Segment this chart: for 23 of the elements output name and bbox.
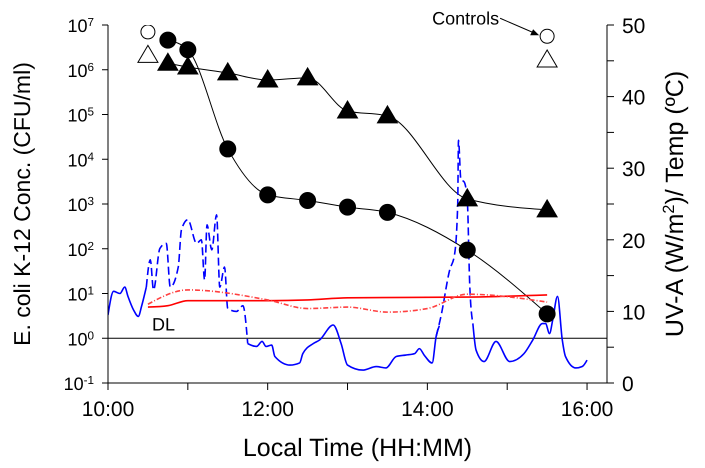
y-tick-label: 10$^{0}$ (67, 328, 94, 350)
y2-tick-label: 50 (622, 15, 646, 38)
y-tick-label: 10$^{4}$ (67, 150, 94, 170)
y2-tick-label: 0 (622, 373, 634, 396)
y2-tick-label: 40 (622, 86, 646, 110)
y2-tick-label: 30 (622, 158, 646, 182)
x-tick-label: 14:00 (401, 398, 454, 421)
x-tick-label: 16:00 (560, 398, 614, 421)
y-tick-label: 10$^{1}$ (67, 284, 94, 304)
y-tick-label: 10$^{-1}$ (64, 374, 94, 394)
x-tick-label: 12:00 (241, 398, 294, 421)
x-axis-title: Local Time (HH:MM) (242, 434, 472, 462)
y-tick-label: 10$^{5}$ (67, 105, 94, 126)
y2-tick-label: 10 (622, 301, 646, 324)
y-tick-label: 10$^{6}$ (67, 60, 94, 81)
y-tick-label: 10$^{7}$ (67, 16, 94, 36)
x-tick-label: 10:00 (82, 398, 134, 421)
y-axis-title: E. coli K-12 Conc. (CFU/ml) (9, 62, 35, 346)
y2-tick-label: 20 (622, 230, 646, 253)
ref-line-label: DL (152, 314, 176, 334)
annotation: Controls (432, 8, 500, 28)
y-tick-label: 10$^{3}$ (67, 194, 94, 215)
y-tick-label: 10$^{2}$ (67, 239, 94, 260)
